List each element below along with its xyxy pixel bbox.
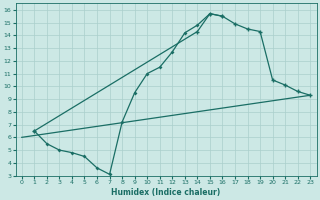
X-axis label: Humidex (Indice chaleur): Humidex (Indice chaleur) (111, 188, 221, 197)
